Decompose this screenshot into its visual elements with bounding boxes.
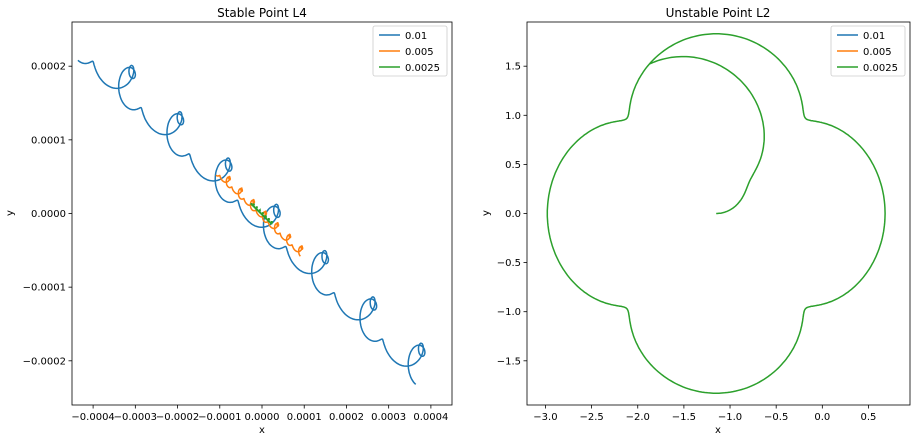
stable-l4-x-tick-label: 0.0001 <box>287 412 322 423</box>
legend-label-0.0025: 0.0025 <box>863 63 898 74</box>
unstable-l2-x-tick-label: 0.5 <box>861 412 877 423</box>
unstable-l2-x-tick-label: −2.5 <box>579 412 603 423</box>
legend-label-0.01: 0.01 <box>405 31 427 42</box>
stable-l4-y-ticks: −0.0002 −0.0001 0.0000 0.0001 0.0002 <box>23 62 72 367</box>
unstable-l2-y-ticks: −1.5 −1.0 −0.5 0.0 0.5 1.0 1.5 <box>497 62 527 367</box>
unstable-l2-legend-box <box>830 25 906 77</box>
stable-l4-x-tick-label: −0.0002 <box>156 412 199 423</box>
unstable-l2-x-tick-label: −1.0 <box>718 412 742 423</box>
unstable-l2-x-tick-label: 0.0 <box>814 412 830 423</box>
stable-l4-y-tick-label: 0.0002 <box>31 62 66 73</box>
legend-label-0.01: 0.01 <box>863 31 885 42</box>
stable-l4-series-0.005 <box>215 174 304 257</box>
stable-l4-y-tick-label: −0.0002 <box>23 356 66 367</box>
unstable-l2-y-tick-label: 0.5 <box>505 160 521 171</box>
stable-l4-x-tick-label: −0.0001 <box>198 412 241 423</box>
unstable-l2-x-tick-label: −1.5 <box>672 412 696 423</box>
unstable-l2-x-tick-label: −2.0 <box>626 412 650 423</box>
stable-l4-x-tick-label: 0.0003 <box>371 412 406 423</box>
stable-l4-x-ticks: −0.0004−0.0003−0.0002−0.0001 0.0000 0.0001… <box>71 405 448 423</box>
unstable-l2-x-tick-label: −0.5 <box>764 412 788 423</box>
unstable-l2-title: Unstable Point L2 <box>666 6 771 20</box>
stable-l4-title: Stable Point L4 <box>217 6 307 20</box>
unstable-l2-y-tick-label: −1.0 <box>497 307 521 318</box>
stable-l4-y-tick-label: 0.0000 <box>31 209 66 220</box>
legend-label-0.005: 0.005 <box>863 47 892 58</box>
unstable-l2-y-label: y <box>481 210 492 216</box>
stable-l4-plot-area <box>77 59 426 385</box>
unstable-l2-y-tick-label: −0.5 <box>497 258 521 269</box>
unstable-l2-panel: Unstable Point L2 −3.0 −2.5 −2.0 −1.5 −1.0 −0… <box>481 6 911 436</box>
stable-l4-x-tick-label: −0.0003 <box>114 412 157 423</box>
stable-l4-y-tick-label: −0.0001 <box>23 283 66 294</box>
unstable-l2-y-tick-label: 1.5 <box>505 62 521 73</box>
stable-l4-y-tick-label: 0.0001 <box>31 135 66 146</box>
stable-l4-x-label: x <box>259 425 265 436</box>
unstable-l2-x-ticks: −3.0 −2.5 −2.0 −1.5 −1.0 −0.5 0.0 0.5 <box>533 405 876 423</box>
stable-l4-panel: Stable Point L4 −0.0004−0.0003−0.0002−0.… <box>5 6 453 436</box>
stable-l4-x-tick-label: −0.0004 <box>71 412 114 423</box>
unstable-l2-x-tick-label: −3.0 <box>533 412 557 423</box>
stable-l4-y-label: y <box>5 210 16 216</box>
unstable-l2-x-label: x <box>715 425 721 436</box>
unstable-l2-legend: 0.01 0.005 0.0025 <box>830 25 906 77</box>
stable-l4-series-0.0025 <box>250 203 273 225</box>
unstable-l2-y-tick-label: −1.5 <box>497 356 521 367</box>
legend-label-0.0025: 0.0025 <box>405 63 440 74</box>
stable-l4-series-0.01 <box>77 59 426 385</box>
stable-l4-x-tick-label: 0.0000 <box>245 412 280 423</box>
unstable-l2-y-tick-label: 0.0 <box>505 209 521 220</box>
legend-label-0.005: 0.005 <box>405 47 434 58</box>
stable-l4-x-tick-label: 0.0004 <box>413 412 448 423</box>
stable-l4-legend: 0.01 0.005 0.0025 <box>372 25 448 77</box>
unstable-l2-plot-area <box>546 33 886 394</box>
unstable-l2-y-tick-label: 1.0 <box>505 111 521 122</box>
stable-l4-legend-box <box>372 25 448 77</box>
stable-l4-x-tick-label: 0.0002 <box>329 412 364 423</box>
unstable-l2-series-0.0025 <box>546 33 886 394</box>
